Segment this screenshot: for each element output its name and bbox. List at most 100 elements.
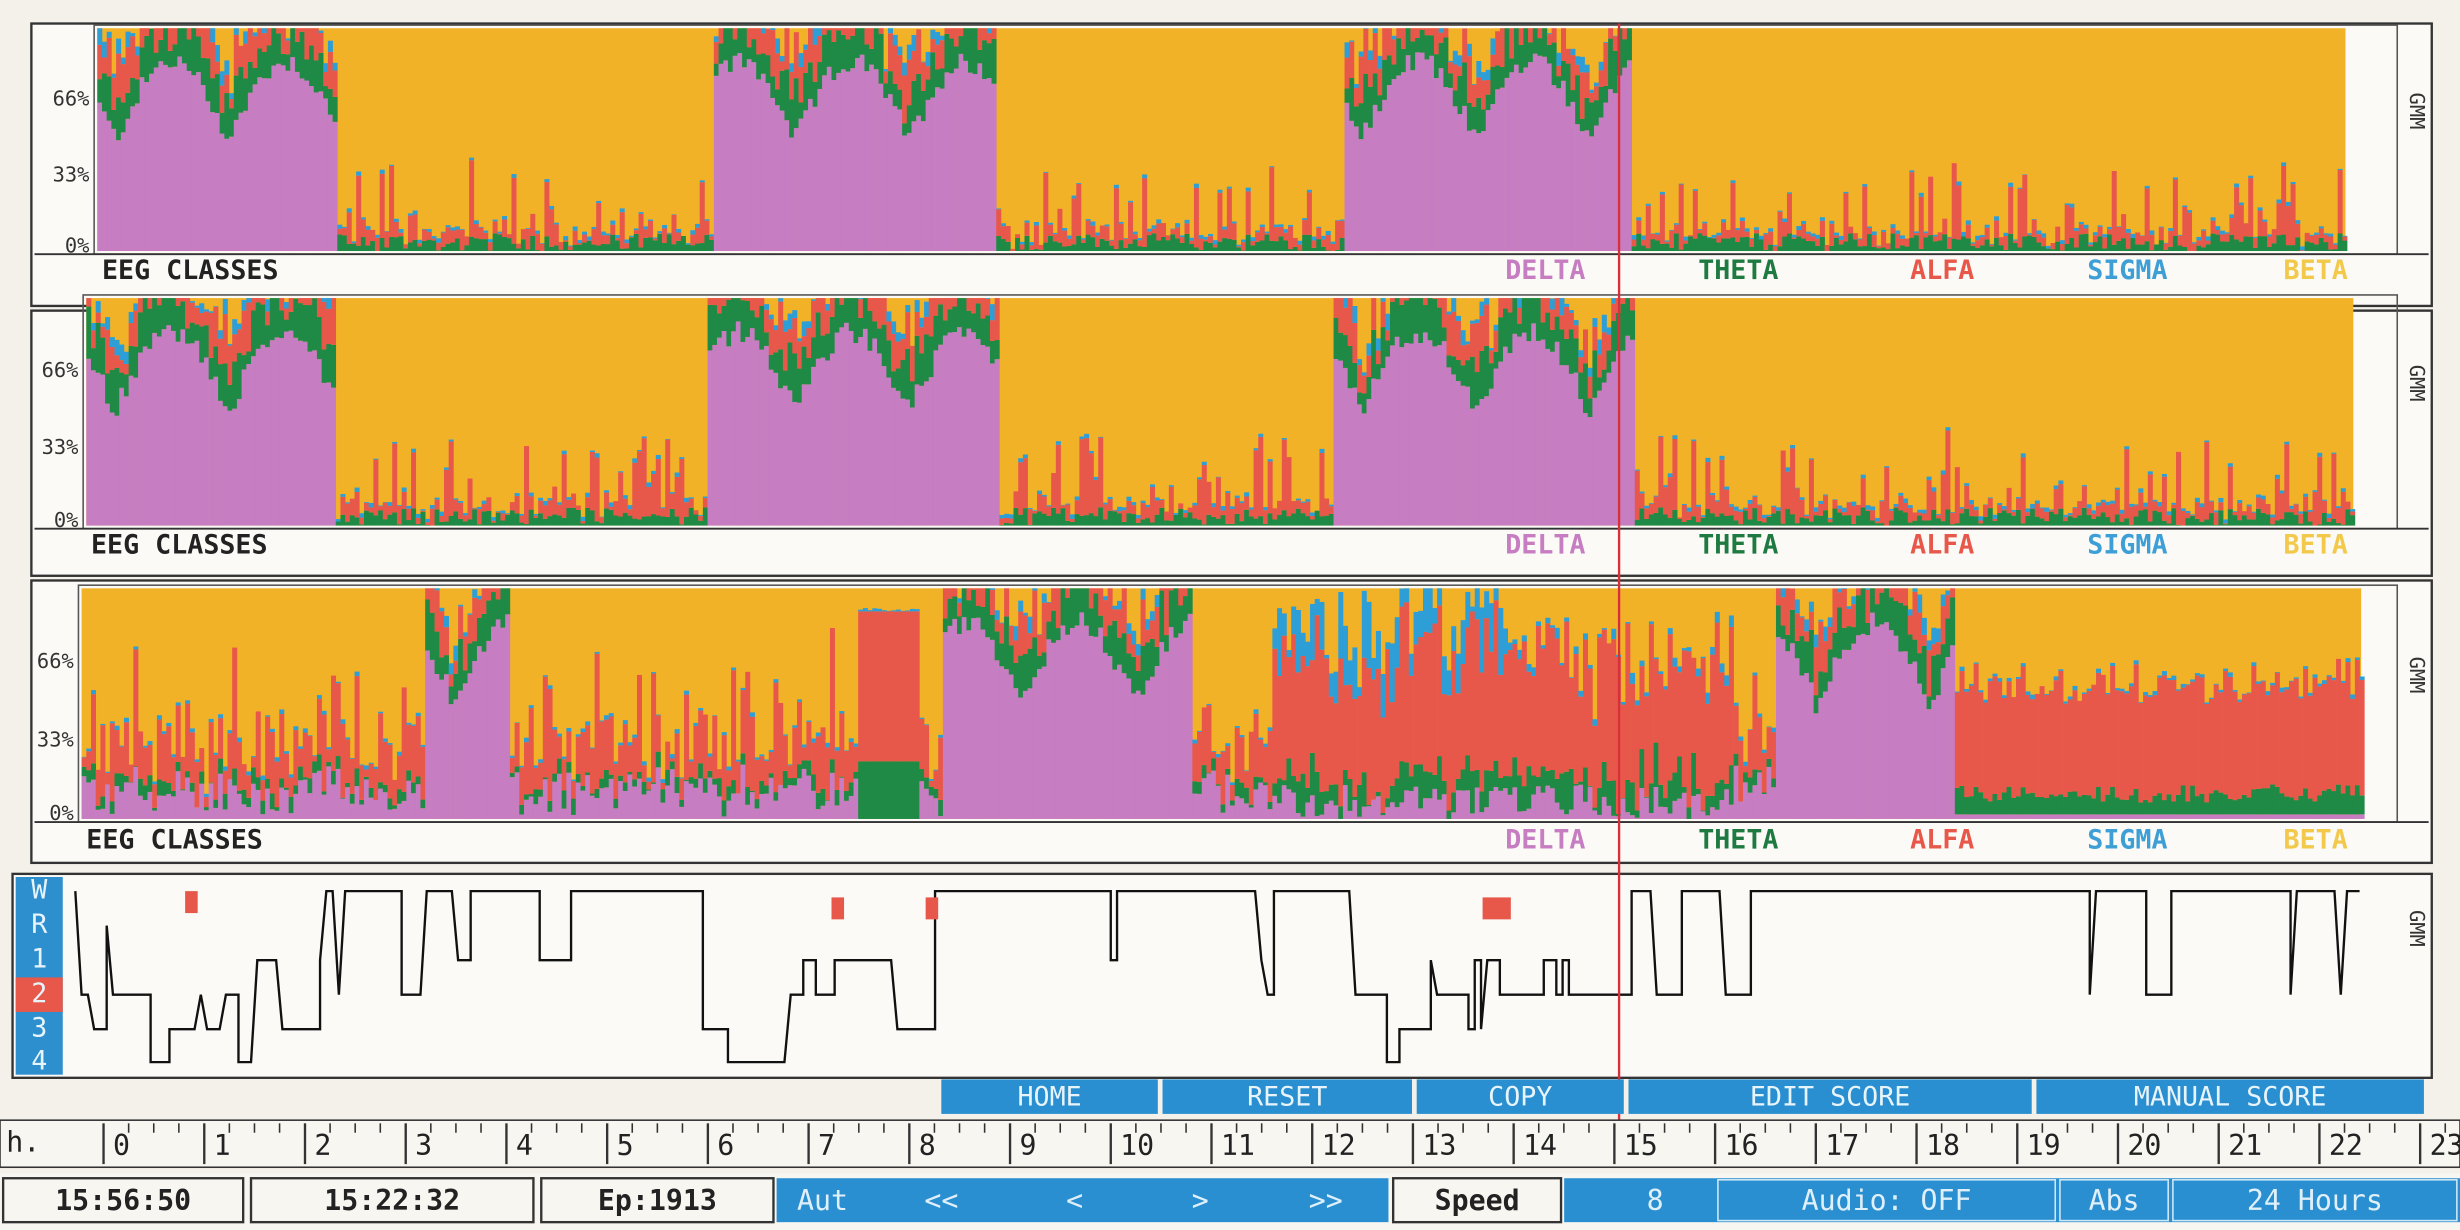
- eeg-red: [797, 702, 802, 764]
- eeg-red: [2265, 504, 2270, 514]
- range: 24 Hours: [2247, 1184, 2383, 1217]
- eeg-green: [2181, 785, 2186, 814]
- eeg-green: [1395, 298, 1400, 337]
- eeg-blue: [1169, 485, 1174, 487]
- eeg-pink: [510, 777, 515, 819]
- eeg-pink: [1865, 635, 1870, 819]
- eeg-red: [242, 311, 247, 355]
- eeg-red: [1559, 665, 1564, 773]
- eeg-green: [681, 236, 686, 251]
- eeg-pink: [246, 807, 251, 819]
- eeg-green: [901, 360, 906, 399]
- eeg-green: [2032, 237, 2037, 251]
- eeg-red: [2129, 686, 2134, 795]
- eeg-pink: [1028, 688, 1033, 819]
- eeg-pink: [1098, 628, 1103, 819]
- eeg-pink: [111, 129, 116, 251]
- eeg-red: [2162, 675, 2167, 800]
- eeg-pink: [477, 646, 482, 819]
- eeg-green: [891, 761, 896, 819]
- eeg-blue: [337, 225, 342, 229]
- eeg-green: [270, 793, 275, 809]
- eeg-green: [657, 234, 662, 251]
- eeg-green: [1166, 240, 1171, 251]
- eeg-pink: [1512, 787, 1517, 819]
- eeg-green: [1137, 246, 1142, 251]
- eeg-green: [243, 78, 248, 110]
- eeg-green: [1992, 521, 1997, 526]
- eeg-green: [788, 342, 793, 390]
- eeg-pink: [2068, 814, 2073, 819]
- eeg-red: [792, 728, 797, 778]
- eeg-blue: [1174, 513, 1179, 515]
- eeg-pink: [926, 100, 931, 251]
- eeg-red: [1861, 478, 1866, 507]
- eeg-red: [1677, 517, 1682, 519]
- eeg-red: [1114, 188, 1119, 249]
- eeg-red: [1352, 323, 1357, 363]
- eeg-red: [996, 209, 1001, 236]
- eeg-pink: [1538, 56, 1543, 251]
- eeg-blue: [91, 690, 96, 694]
- eeg-pink: [295, 72, 300, 251]
- eeg-pink: [1603, 103, 1608, 251]
- eeg-blue: [1865, 588, 1870, 590]
- eeg-pink: [689, 784, 694, 819]
- eeg-red: [538, 763, 543, 790]
- eeg-green: [1608, 39, 1613, 90]
- eeg-green: [1597, 377, 1602, 390]
- eeg-red: [328, 52, 333, 89]
- eeg-green: [689, 508, 694, 526]
- eeg-blue: [929, 779, 934, 781]
- eeg-blue: [227, 344, 232, 346]
- eeg-blue: [868, 610, 873, 611]
- eeg-blue: [679, 777, 684, 778]
- eeg-red: [2157, 678, 2162, 793]
- eeg-red: [1484, 618, 1489, 770]
- eeg-blue: [877, 609, 882, 612]
- eeg-green: [1465, 755, 1470, 790]
- eeg-blue: [557, 502, 562, 504]
- eeg-pink: [675, 793, 680, 819]
- eeg-red: [999, 623, 1004, 643]
- eeg-red: [1239, 503, 1244, 521]
- eeg-green: [453, 511, 458, 525]
- eeg-pink: [195, 341, 200, 526]
- eeg-red: [1919, 197, 1924, 249]
- eeg-green: [1239, 521, 1244, 525]
- eeg-green: [1221, 515, 1226, 525]
- eeg-green: [2016, 510, 2021, 526]
- eeg-green: [533, 518, 538, 526]
- eeg-blue: [505, 513, 510, 514]
- eeg-blue: [2011, 510, 2016, 512]
- eeg-red: [2185, 513, 2190, 518]
- eeg-green: [850, 36, 855, 68]
- eeg-green: [987, 43, 992, 78]
- eeg-green: [868, 311, 873, 351]
- eeg-red: [1528, 28, 1533, 42]
- legend-entry: BETA: [2284, 529, 2348, 560]
- eeg-blue: [1644, 506, 1649, 509]
- eeg-blue: [1428, 588, 1433, 633]
- eeg-pink: [1155, 666, 1160, 819]
- eeg-green: [1051, 508, 1056, 526]
- eeg-green: [2145, 241, 2150, 251]
- eeg-pink: [289, 331, 294, 526]
- eeg-pink: [949, 73, 954, 251]
- eeg-pink: [147, 792, 152, 819]
- eeg-green: [1263, 524, 1268, 526]
- eeg-blue: [1297, 241, 1302, 245]
- eeg-blue: [1490, 38, 1495, 54]
- eeg-blue: [802, 745, 807, 748]
- eeg-pink: [1696, 794, 1701, 819]
- eeg-red: [966, 588, 971, 600]
- eeg-red: [929, 781, 934, 787]
- eeg-green: [2190, 786, 2195, 815]
- eeg-red: [1740, 221, 1745, 237]
- eeg-green: [1724, 516, 1729, 526]
- eeg-green: [1743, 510, 1748, 525]
- eeg-green: [515, 513, 520, 525]
- button-label: MANUAL SCORE: [2134, 1082, 2327, 1113]
- eeg-green: [1931, 510, 1936, 526]
- eeg-blue: [1665, 240, 1670, 241]
